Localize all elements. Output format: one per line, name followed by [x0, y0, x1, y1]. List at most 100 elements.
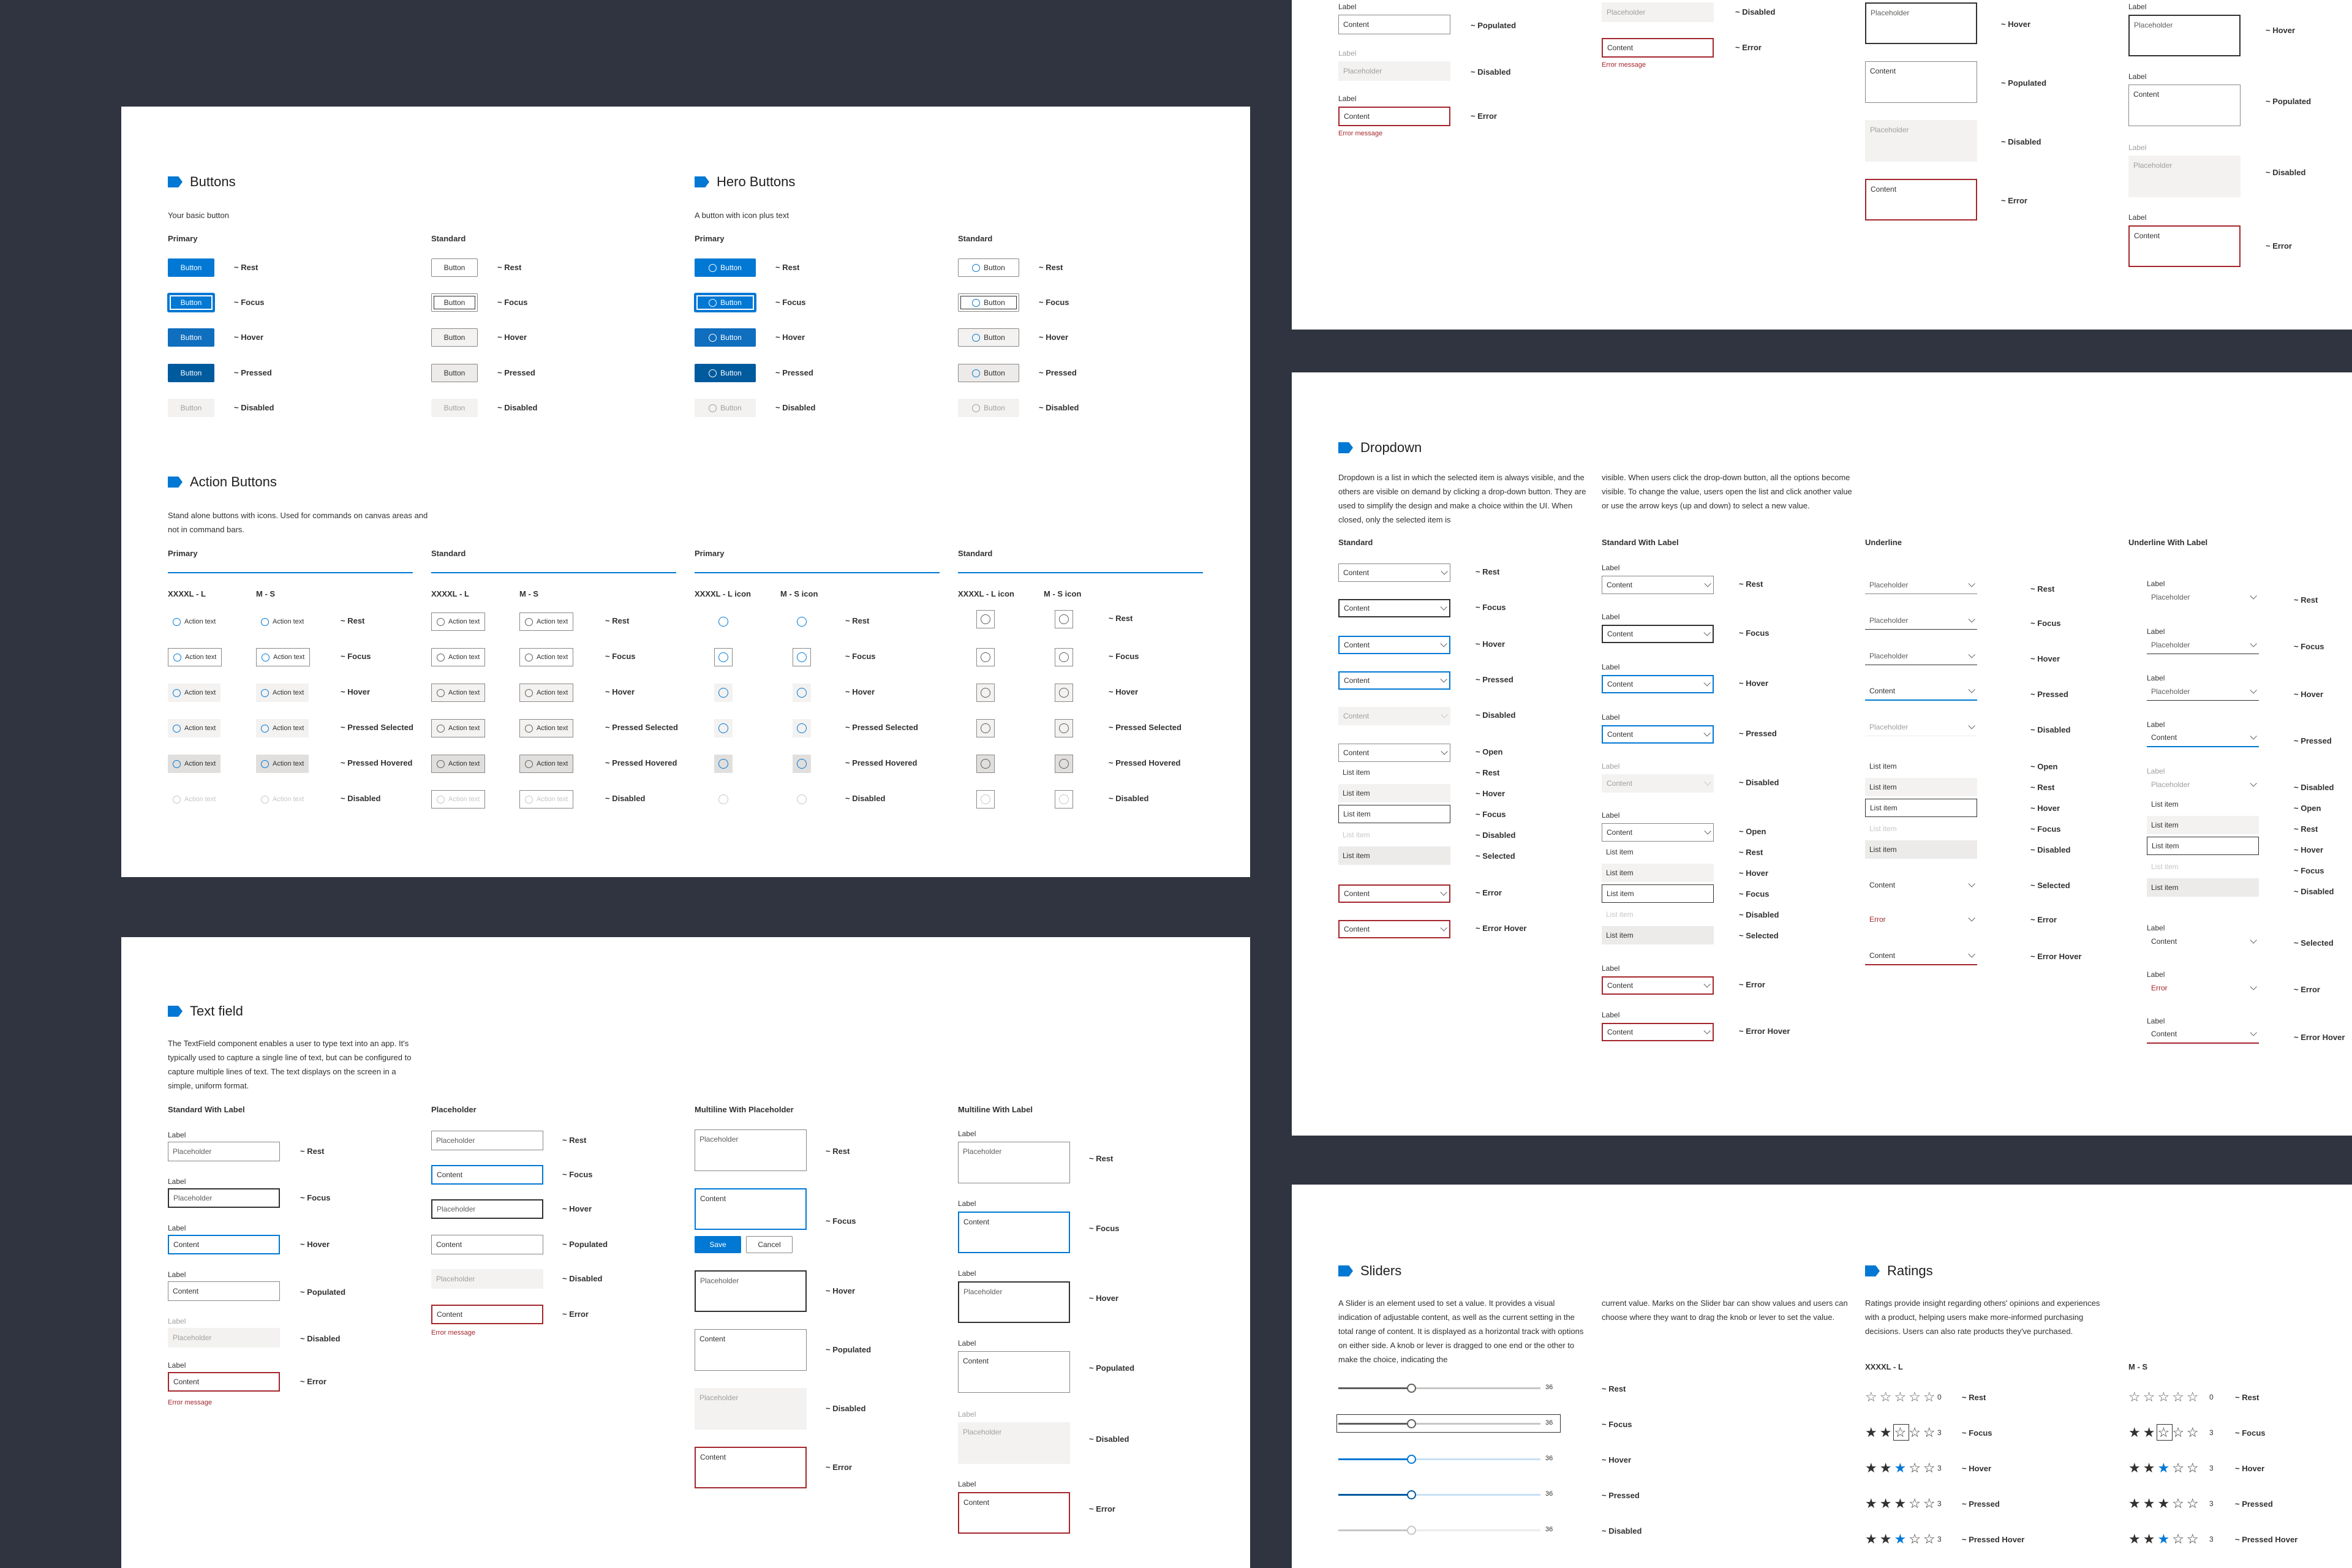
action-button-pressed-selected[interactable]: Action text	[431, 719, 486, 737]
labeled-dropdown-open[interactable]: Content	[1602, 823, 1714, 842]
slider-rest[interactable]: 36	[1338, 1381, 1559, 1395]
standard-button-hover[interactable]: Button	[431, 328, 478, 347]
underline-label-dropdown-focus[interactable]: Placeholder	[2147, 636, 2259, 654]
standard-button-rest[interactable]: Button	[431, 258, 478, 277]
multiline-input-error[interactable]: Content	[1865, 179, 1977, 221]
action-button-hover[interactable]: Action text	[431, 684, 486, 702]
labeled-dropdown-error[interactable]: Content	[1602, 976, 1714, 995]
underline-label-dropdown-error-hover[interactable]: Content	[2147, 1025, 2259, 1044]
rating-stars-pressed-hover[interactable]: ★★★☆☆	[2128, 1531, 2201, 1547]
slider-thumb[interactable]	[1406, 1384, 1416, 1393]
action-button-pressed-hovered[interactable]: Action text	[519, 755, 574, 773]
placeholder-input-rest[interactable]: Placeholder	[431, 1131, 543, 1150]
icon-button-hover[interactable]	[714, 684, 733, 702]
underline-dropdown-hover[interactable]: Placeholder	[1865, 647, 1977, 665]
underline-dropdown-pressed[interactable]: Content	[1865, 682, 1977, 701]
underline-label-dropdown-pressed[interactable]: Content	[2147, 729, 2259, 747]
list-item-selected[interactable]: List item	[1865, 840, 1977, 859]
hero-primary-focus[interactable]: Button	[695, 293, 756, 312]
action-button-focus[interactable]: Action text	[519, 648, 574, 666]
hero-primary-rest[interactable]: Button	[695, 258, 756, 277]
multiline-label-input-hover[interactable]: Placeholder	[958, 1281, 1070, 1323]
standard-button-pressed[interactable]: Button	[431, 364, 478, 382]
slider-thumb[interactable]	[1406, 1490, 1416, 1499]
action-button[interactable]: Action text	[168, 612, 221, 631]
multiline-input-populated[interactable]: Content	[695, 1329, 807, 1371]
list-item-hover[interactable]: List item	[2147, 816, 2259, 834]
icon-button[interactable]	[793, 612, 811, 631]
icon-button-hover[interactable]	[976, 684, 995, 702]
slider-pressed[interactable]: 36	[1338, 1487, 1559, 1502]
rating-stars-focus[interactable]: ★★☆☆☆	[1865, 1424, 1938, 1441]
hero-standard-hover[interactable]: Button	[958, 328, 1019, 347]
action-button-hover[interactable]: Action text	[256, 684, 309, 702]
action-button-pressed-selected[interactable]: Action text	[519, 719, 574, 737]
rating-stars-rest[interactable]: ☆☆☆☆☆	[2128, 1389, 2201, 1404]
action-button-pressed-selected[interactable]: Action text	[168, 719, 221, 737]
primary-button-focus[interactable]: Button	[168, 293, 214, 312]
list-item[interactable]: List item	[1343, 768, 1370, 777]
multiline-label-input-error[interactable]: Content	[958, 1492, 1070, 1534]
action-button-pressed-selected[interactable]: Action text	[256, 719, 309, 737]
text-input-focus[interactable]: Placeholder	[168, 1188, 280, 1208]
action-button-pressed-hovered[interactable]: Action text	[168, 755, 221, 773]
underline-dropdown-focus[interactable]: Placeholder	[1865, 611, 1977, 630]
hero-standard-pressed[interactable]: Button	[958, 364, 1019, 382]
action-button-pressed-hovered[interactable]: Action text	[256, 755, 309, 773]
dropdown-focus[interactable]: Content	[1338, 599, 1450, 617]
primary-button-hover[interactable]: Button	[168, 328, 214, 347]
action-button[interactable]: Action text	[256, 612, 309, 631]
list-item-selected[interactable]: List item	[2147, 878, 2259, 897]
hero-standard-rest[interactable]: Button	[958, 258, 1019, 277]
text-input-rest[interactable]: Placeholder	[168, 1142, 280, 1161]
icon-button-pressed-selected[interactable]	[793, 719, 811, 737]
action-button-hover[interactable]: Action text	[519, 684, 574, 702]
underline-dropdown-selected[interactable]: Content	[1865, 876, 1977, 894]
primary-button-pressed[interactable]: Button	[168, 364, 214, 382]
standard-button-focus[interactable]: Button	[431, 293, 478, 312]
rating-stars-hover[interactable]: ★★★☆☆	[2128, 1460, 2201, 1476]
dropdown-open[interactable]: Content	[1338, 744, 1450, 762]
multiline-input-hover[interactable]: Placeholder	[1865, 2, 1977, 44]
slider-focus[interactable]: 36	[1336, 1414, 1561, 1433]
dropdown-pressed[interactable]: Content	[1338, 671, 1450, 690]
icon-button-pressed-selected[interactable]	[976, 719, 995, 737]
multiline-input-populated[interactable]: Content	[1865, 61, 1977, 103]
icon-button-pressed-hovered[interactable]	[1055, 755, 1073, 773]
placeholder-input-focus[interactable]: Content	[431, 1165, 543, 1185]
slider-thumb[interactable]	[1406, 1455, 1416, 1464]
multiline-input-rest[interactable]: Placeholder	[695, 1129, 807, 1171]
icon-button-pressed-hovered[interactable]	[714, 755, 733, 773]
labeled-dropdown-pressed[interactable]: Content	[1602, 725, 1714, 744]
icon-button-focus[interactable]	[1055, 648, 1073, 666]
dropdown-hover[interactable]: Content	[1338, 636, 1450, 654]
list-item-focus[interactable]: List item	[1865, 799, 1977, 817]
labeled-dropdown-rest[interactable]: Content	[1602, 576, 1714, 594]
multiline-label-input-hover[interactable]: Placeholder	[2128, 15, 2241, 56]
placeholder-input-error[interactable]: Content	[431, 1305, 543, 1324]
primary-button-rest[interactable]: Button	[168, 258, 214, 277]
placeholder-input-error[interactable]: Content	[1602, 38, 1714, 58]
rating-stars-pressed[interactable]: ★★★☆☆	[2128, 1496, 2201, 1511]
placeholder-input-hover[interactable]: Placeholder	[431, 1199, 543, 1219]
icon-button[interactable]	[714, 612, 733, 631]
list-item-focus[interactable]: List item	[1338, 805, 1450, 823]
multiline-label-input-focus[interactable]: Content	[958, 1212, 1070, 1253]
text-input-populated[interactable]: Content	[1338, 15, 1450, 34]
dropdown-error-hover[interactable]: Content	[1338, 920, 1450, 938]
underline-label-dropdown-error[interactable]: Error	[2147, 979, 2259, 997]
slider-hover[interactable]: 36	[1338, 1452, 1559, 1466]
rating-stars-pressed-hover[interactable]: ★★★☆☆	[1865, 1531, 1938, 1547]
placeholder-input-populated[interactable]: Content	[431, 1235, 543, 1254]
underline-label-dropdown-selected[interactable]: Content	[2147, 932, 2259, 951]
underline-dropdown-error-hover[interactable]: Content	[1865, 947, 1977, 965]
rating-stars-pressed[interactable]: ★★★☆☆	[1865, 1496, 1938, 1511]
list-item-hover[interactable]: List item	[1338, 784, 1450, 802]
multiline-input-focus[interactable]: Content	[695, 1188, 807, 1230]
list-item-hover[interactable]: List item	[1865, 778, 1977, 796]
action-button[interactable]: Action text	[519, 612, 574, 631]
labeled-dropdown-hover[interactable]: Content	[1602, 675, 1714, 693]
hero-primary-hover[interactable]: Button	[695, 328, 756, 347]
slider-thumb[interactable]	[1406, 1419, 1416, 1428]
action-button[interactable]: Action text	[431, 612, 486, 631]
